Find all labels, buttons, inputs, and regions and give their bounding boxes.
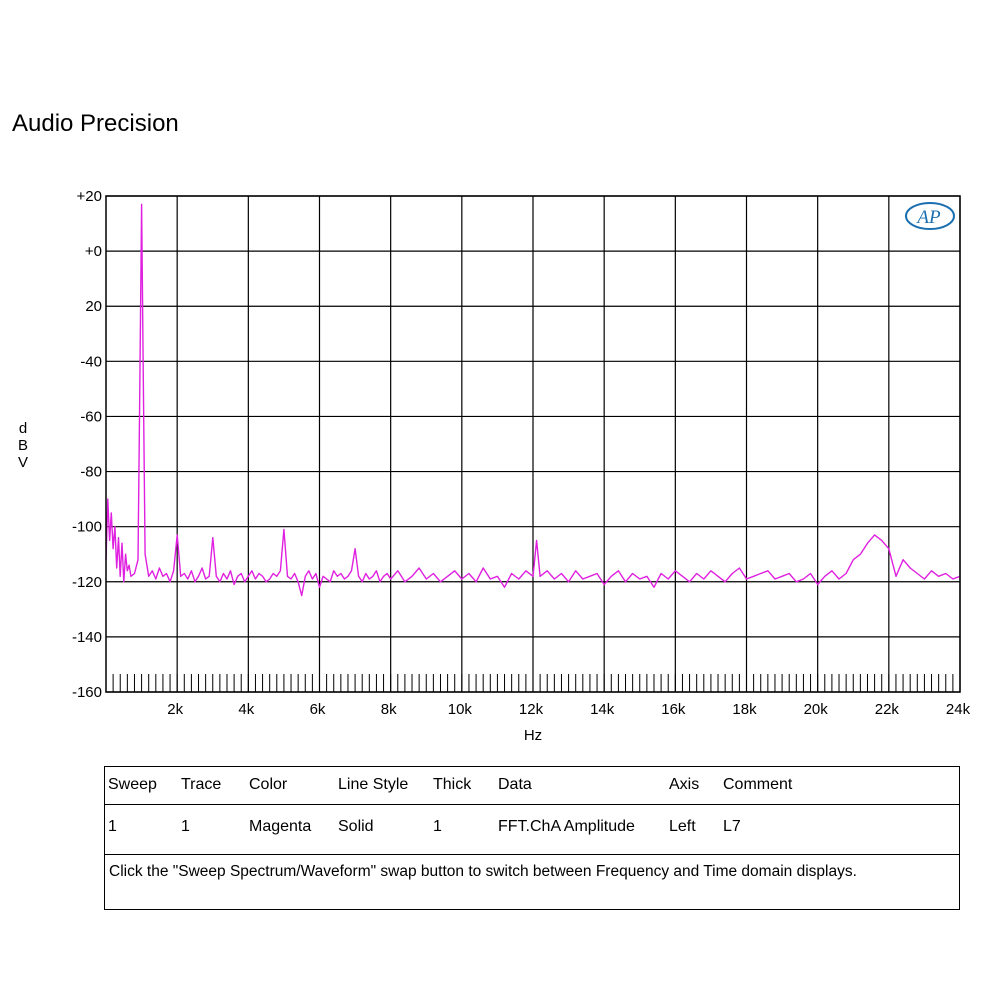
x-axis-label: Hz — [524, 727, 542, 744]
y-tick-label: -120 — [72, 574, 102, 591]
chart-grid — [106, 195, 961, 693]
legend-thick-value: 1 — [433, 818, 442, 835]
trace-legend-table: Sweep Trace Color Line Style Thick Data … — [104, 766, 960, 910]
x-tick-label: 16k — [661, 701, 686, 718]
y-tick-labels: +20 +0 20 -40 -60 -80 -100 -120 -140 -160 — [72, 188, 102, 701]
legend-trace-value: 1 — [181, 818, 190, 835]
x-tick-label: 6k — [310, 701, 326, 718]
y-tick-label: -60 — [80, 408, 102, 425]
x-tick-label: 20k — [804, 701, 829, 718]
ap-logo: AP — [905, 202, 955, 230]
legend-header-trace: Trace — [181, 776, 222, 793]
y-tick-label: 20 — [85, 298, 102, 315]
x-tick-label: 22k — [875, 701, 900, 718]
x-tick-label: 12k — [519, 701, 544, 718]
ap-logo-text: AP — [915, 207, 941, 228]
y-tick-label: -80 — [80, 464, 102, 481]
series-layer — [105, 203, 961, 597]
x-tick-label: 14k — [590, 701, 615, 718]
y-tick-label: +20 — [77, 188, 102, 205]
x-tick-labels: 2k 4k 6k 8k 10k 12k 14k 16k 18k 20k 22k 24k — [167, 701, 970, 718]
legend-header-thick: Thick — [433, 776, 472, 793]
fft-chart: +20 +0 20 -40 -60 -80 -100 -120 -140 -160 2k 4k 6k 8… — [18, 188, 971, 744]
legend-header-row: Sweep Trace Color Line Style Thick Data … — [105, 767, 959, 805]
legend-note: Click the "Sweep Spectrum/Waveform" swap… — [109, 863, 857, 880]
x-tick-label: 10k — [448, 701, 473, 718]
legend-data-value: FFT.ChA Amplitude — [498, 818, 635, 835]
y-tick-label: +0 — [85, 243, 102, 260]
legend-header-sweep: Sweep — [108, 776, 157, 793]
legend-axis-value: Left — [669, 818, 696, 835]
y-tick-label: -40 — [80, 353, 102, 370]
plot-frame — [105, 195, 961, 693]
x-tick-label: 2k — [167, 701, 183, 718]
legend-header-comment: Comment — [723, 776, 793, 793]
y-tick-label: -160 — [72, 684, 102, 701]
legend-header-axis: Axis — [669, 776, 700, 793]
legend-header-color: Color — [249, 776, 288, 793]
legend-header-data: Data — [498, 776, 532, 793]
page-title: Audio Precision — [12, 110, 179, 137]
x-tick-label: 4k — [238, 701, 254, 718]
series-line-1 — [105, 203, 961, 597]
y-tick-label: -140 — [72, 629, 102, 646]
x-tick-label: 8k — [381, 701, 397, 718]
legend-trace-row: 1 1 Magenta Solid 1 FFT.ChA Amplitude Le… — [105, 805, 959, 855]
legend-header-line-style: Line Style — [338, 776, 409, 793]
ap-logo-swoosh — [905, 202, 955, 230]
legend-comment-value: L7 — [723, 818, 741, 835]
legend-color-value: Magenta — [249, 818, 312, 835]
x-tick-label: 18k — [732, 701, 757, 718]
legend-sweep-value: 1 — [108, 818, 117, 835]
y-tick-label: -100 — [72, 519, 102, 536]
legend-line-style-value: Solid — [338, 818, 374, 835]
x-minor-ticks — [112, 674, 954, 692]
x-tick-label: 24k — [946, 701, 971, 718]
